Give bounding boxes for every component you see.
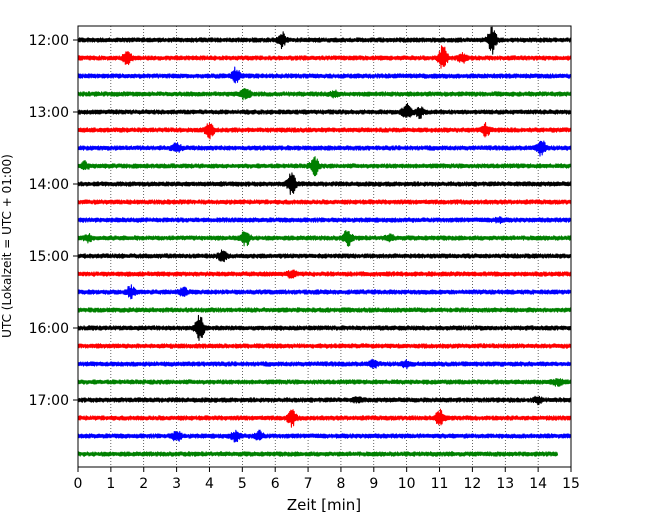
x-tick-label-9: 9: [369, 476, 378, 492]
trace-1645: [77, 378, 572, 387]
trace-1345: [77, 156, 572, 177]
trace-1230: [77, 66, 572, 84]
trace-1245: [77, 87, 572, 101]
x-tick-label-15: 15: [562, 476, 580, 492]
y-axis-ticks: 12:00 13:00 14:00 15:00 16:00 17:00: [29, 33, 78, 409]
x-tick-label-2: 2: [139, 476, 148, 492]
trace-1430: [77, 215, 572, 225]
trace-1745: [77, 451, 559, 457]
trace-1500: [77, 249, 572, 263]
y-axis-title: UTC (Lokalzeit = UTC + 01:00): [0, 154, 14, 338]
trace-1530: [77, 284, 572, 300]
x-tick-label-7: 7: [304, 476, 313, 492]
trace-1730: [77, 429, 572, 443]
y-tick-label-1700: 17:00: [29, 393, 69, 409]
x-tick-label-11: 11: [431, 476, 449, 492]
trace-1400: [77, 172, 572, 195]
trace-1715: [77, 408, 572, 428]
trace-1200: [77, 26, 572, 55]
trace-1445: [77, 230, 572, 247]
x-tick-label-0: 0: [74, 476, 83, 492]
trace-1545: [77, 307, 572, 313]
x-tick-label-1: 1: [106, 476, 115, 492]
seismogram-traces: [77, 26, 572, 457]
trace-1700: [77, 395, 572, 406]
plot-frame: [77, 25, 572, 468]
x-tick-label-13: 13: [496, 476, 514, 492]
y-tick-label-1200: 12:00: [29, 33, 69, 49]
y-tick-label-1400: 14:00: [29, 177, 69, 193]
x-tick-label-4: 4: [205, 476, 214, 492]
x-tick-label-14: 14: [529, 476, 547, 492]
trace-1630: [77, 358, 572, 370]
trace-1600: [77, 314, 572, 342]
y-tick-label-1600: 16:00: [29, 321, 69, 337]
trace-1615: [77, 343, 572, 349]
x-tick-label-3: 3: [172, 476, 181, 492]
trace-1300: [77, 102, 572, 120]
y-tick-label-1500: 15:00: [29, 249, 69, 265]
trace-1415: [77, 199, 572, 205]
trace-1215: [77, 45, 572, 69]
x-axis-ticks: 0 1 2 3 4 5 6 7 8 9 10 11 12 13 14 15: [74, 467, 580, 492]
trace-1315: [77, 122, 572, 140]
trace-1515: [77, 269, 572, 279]
y-tick-label-1300: 13:00: [29, 105, 69, 121]
x-tick-label-12: 12: [463, 476, 481, 492]
x-tick-label-6: 6: [271, 476, 280, 492]
x-tick-label-5: 5: [238, 476, 247, 492]
x-axis-title: Zeit [min]: [287, 496, 361, 514]
x-tick-label-10: 10: [398, 476, 416, 492]
x-tick-label-8: 8: [336, 476, 345, 492]
trace-1330: [77, 140, 572, 157]
